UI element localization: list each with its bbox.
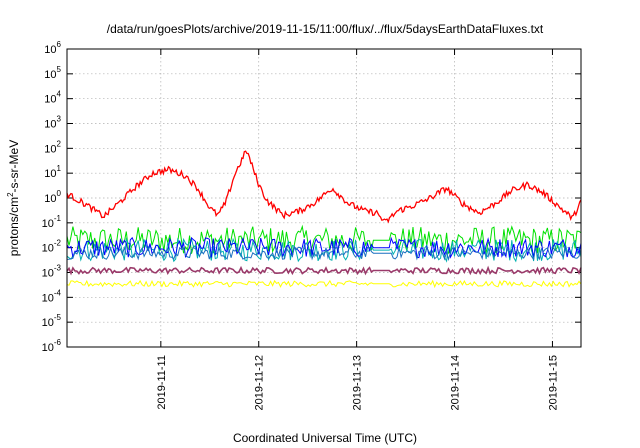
grid [67,49,581,347]
y-tick-label: 10-6 [42,338,62,354]
series-line [66,245,582,262]
series-lines [66,150,582,289]
x-tick-label: 2019-11-11 [156,355,168,410]
x-tick-label: 2019-11-14 [450,355,462,410]
y-tick-label: 106 [44,40,61,56]
y-tick-label: 102 [44,139,61,155]
series-line [66,150,582,224]
y-tick-label: 103 [44,115,61,131]
series-line [66,237,582,263]
y-tick-label: 10-5 [42,313,62,329]
y-tick-label: 101 [44,164,61,180]
x-axis-label: Coordinated Universal Time (UTC) [233,431,417,445]
y-tick-label: 10-4 [42,288,62,304]
x-tick-label: 2019-11-15 [547,355,559,410]
y-tick-label: 10-2 [42,239,62,255]
x-tick-label: 2019-11-13 [352,355,364,410]
x-tick-label: 2019-11-12 [254,355,266,410]
series-line [66,265,582,276]
y-tick-label: 104 [44,90,61,106]
plot-frame [66,48,582,348]
series-line [66,279,582,289]
y-tick-label: 105 [44,65,61,81]
y-tick-label: 10-3 [42,264,62,280]
y-axis-label: protons/cm2-s-sr-MeV [6,140,21,256]
y-tick-label: 100 [44,189,61,205]
chart-title: /data/run/goesPlots/archive/2019-11-15/1… [107,22,544,36]
x-tick-labels: 2019-11-11 2019-11-12 2019-11-13 2019-11-14… [156,49,559,410]
y-tick-label: 10-1 [42,214,62,230]
y-tick-labels: 10-6 10-5 10-4 10-3 10-2 10-1 100 101 102 103 104 1… [42,40,581,354]
